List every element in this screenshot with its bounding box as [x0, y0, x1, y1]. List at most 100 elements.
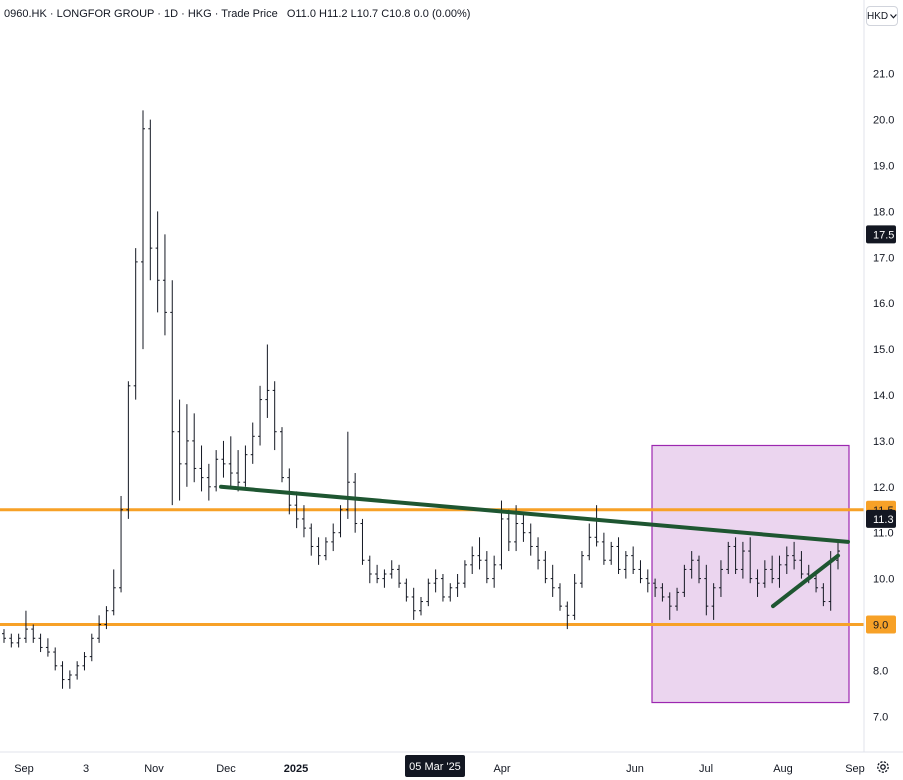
ohlc-bar [338, 505, 343, 538]
ohlc-bar [258, 385, 263, 446]
sep-dot: · [157, 8, 164, 20]
ohlc-bar [587, 523, 592, 561]
symbol-ticker[interactable]: 0960.HK [4, 8, 47, 20]
price-badges: 17.511.511.39.0 [866, 225, 896, 634]
trendline [771, 553, 840, 609]
badge-label: 11.3 [873, 514, 894, 526]
interval-label[interactable]: 1D [164, 8, 179, 20]
ohlc-bar [82, 652, 87, 671]
price-axis[interactable]: 7.0 8.0 9.0 10.0 11.0 12.0 13.0 14.0 15.0 16.0 17.… [863, 0, 894, 752]
price-badge: 11.3 [866, 509, 896, 528]
ohlc-bar [148, 119, 153, 281]
ohlc-bar [111, 569, 116, 616]
ohlc-bar [755, 569, 760, 597]
y-tick-label: 16.0 [873, 298, 894, 310]
ohlc-bar [477, 537, 482, 570]
x-tick-label: Jul [699, 763, 713, 775]
ohlc-bar [675, 587, 680, 611]
price-badge: 9.0 [866, 615, 896, 634]
ohlc-bar [740, 541, 745, 579]
ohlc-bar [748, 537, 753, 584]
ohlc-bar [455, 574, 460, 597]
ohlc-bar [462, 560, 467, 588]
ohlc-bar [528, 523, 533, 556]
ohlc-bar [75, 661, 80, 680]
ohlc-bar [492, 555, 497, 588]
ohlc-bar [572, 574, 577, 620]
ohlc-bar [631, 546, 636, 575]
ohlc-bar [60, 661, 65, 689]
y-tick-label: 8.0 [873, 665, 888, 677]
x-tick-label: 2025 [284, 763, 308, 775]
ohlc-bar [170, 280, 175, 506]
y-tick-label: 7.0 [873, 711, 888, 723]
time-axis[interactable]: Sep 3 Nov Dec 2025 Apr Jun Jul Aug Sep 05 Mar '25 [0, 751, 903, 777]
ohlc-bar [294, 491, 299, 529]
ohlc-bar [53, 647, 58, 671]
ohlc-bar [594, 505, 599, 547]
ohlc-bar [236, 450, 241, 492]
ohlc-bar [821, 583, 826, 607]
ohlc-bar [667, 592, 672, 620]
y-tick-label: 15.0 [873, 344, 894, 356]
chevron-down-icon [890, 13, 897, 19]
crosshair-date-bg [405, 755, 465, 777]
ohlc-bar [331, 523, 336, 552]
ohlc-bar [31, 624, 36, 643]
ohlc-bar [301, 505, 306, 538]
ohlc-bar [470, 546, 475, 575]
ohlc-bar [784, 546, 789, 575]
y-tick-label: 20.0 [873, 115, 894, 127]
ohlc-bar [426, 578, 431, 607]
ohlc-bar [484, 551, 489, 584]
ohlc-bars-layer [2, 110, 840, 689]
ohlc-bar [609, 541, 614, 565]
ohlc-bar [718, 560, 723, 597]
currency-selector[interactable]: HKD [866, 6, 898, 26]
ohlc-bar [221, 440, 226, 478]
ohlc-bar [653, 578, 658, 597]
ohlc-bar [119, 495, 124, 593]
ohlc-bar [375, 564, 380, 584]
exchange-label: HKG [187, 8, 212, 20]
ohlc-bar [23, 610, 28, 643]
ohlc-bar [770, 555, 775, 584]
ohlc-bar [389, 560, 394, 579]
ohlc-bar [645, 569, 650, 593]
ohlc-bar [9, 633, 14, 648]
y-tick-label: 10.0 [873, 574, 894, 586]
ohlc-bar [440, 574, 445, 602]
x-tick-label: Apr [493, 763, 510, 775]
ohlc-bar [353, 473, 358, 533]
x-tick-label: 3 [83, 763, 89, 775]
y-tick-label: 13.0 [873, 436, 894, 448]
sep-dot: · [49, 8, 57, 20]
x-tick-label: Dec [216, 763, 236, 775]
gear-icon[interactable] [876, 760, 890, 777]
y-tick-label: 19.0 [873, 161, 894, 173]
ohlc-bar [419, 596, 423, 616]
ohlc-bar [799, 551, 804, 579]
badge-label: 9.0 [873, 620, 888, 632]
ohlc-bar [733, 537, 738, 575]
sep-dot: · [181, 8, 188, 20]
ohlc-bar [762, 560, 767, 588]
ohlc-bar [382, 569, 387, 588]
ohlc-bar [97, 615, 102, 643]
symbol-name: LONGFOR GROUP [56, 8, 155, 20]
ohlc-bar [448, 583, 453, 602]
ohlc-bar [345, 431, 350, 519]
ohlc-bar [280, 427, 284, 483]
ohlc-bar [309, 523, 314, 556]
y-tick-label: 12.0 [873, 482, 894, 494]
ohlc-bar [550, 564, 555, 597]
sep-dot: · [214, 8, 222, 20]
ohlc-bar [521, 514, 526, 542]
ohlc-bar [711, 583, 716, 620]
x-tick-label: Aug [773, 763, 793, 775]
y-tick-label: 14.0 [873, 390, 894, 402]
ohlc-bar [2, 629, 6, 643]
badge-bg [866, 225, 896, 244]
ohlc-bar [272, 381, 277, 451]
